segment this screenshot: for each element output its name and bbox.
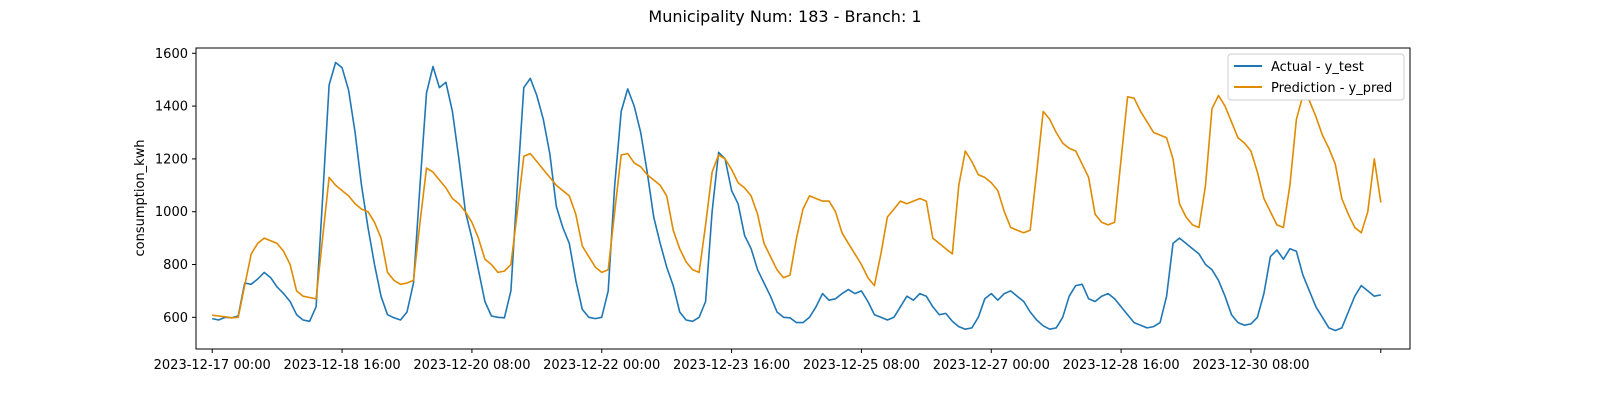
series-layer [212,61,1382,332]
x-tick-label: 2023-12-17 00:00 [154,358,271,373]
series-line-prediction [212,94,1382,319]
legend-box [1227,53,1405,101]
x-tick-label: 2023-12-25 08:00 [803,358,920,373]
legend-label-actual: Actual - y_test [1271,60,1364,75]
legend-label-prediction: Prediction - y_pred [1271,81,1392,96]
chart-title: Municipality Num: 183 - Branch: 1 [648,7,921,26]
x-tick-label: 2023-12-23 16:00 [673,358,790,373]
y-tick-label: 800 [163,258,188,273]
series-line-actual [212,61,1381,332]
y-tick-label: 1600 [155,47,188,62]
x-tick-label: 2023-12-20 08:00 [413,358,530,373]
x-tick-label: 2023-12-27 00:00 [933,358,1050,373]
plot-area-frame [195,47,1411,350]
y-tick-label: 1200 [155,152,188,167]
x-axis: 2023-12-17 00:00 2023-12-18 16:00 2023-12-… [154,349,1382,373]
x-tick-label: 2023-12-28 16:00 [1063,358,1180,373]
y-axis: 600 800 1000 1200 1400 1600 [155,47,196,326]
y-tick-label: 600 [163,311,188,326]
y-tick-label: 1000 [155,205,188,220]
x-tick-label: 2023-12-18 16:00 [283,358,400,373]
y-axis-label: consumption_kwh [133,139,148,256]
x-tick-label: 2023-12-30 08:00 [1192,358,1309,373]
x-tick-label: 2023-12-22 00:00 [543,358,660,373]
y-tick-label: 1400 [155,100,188,115]
legend: Actual - y_test Prediction - y_pred [1227,53,1405,101]
